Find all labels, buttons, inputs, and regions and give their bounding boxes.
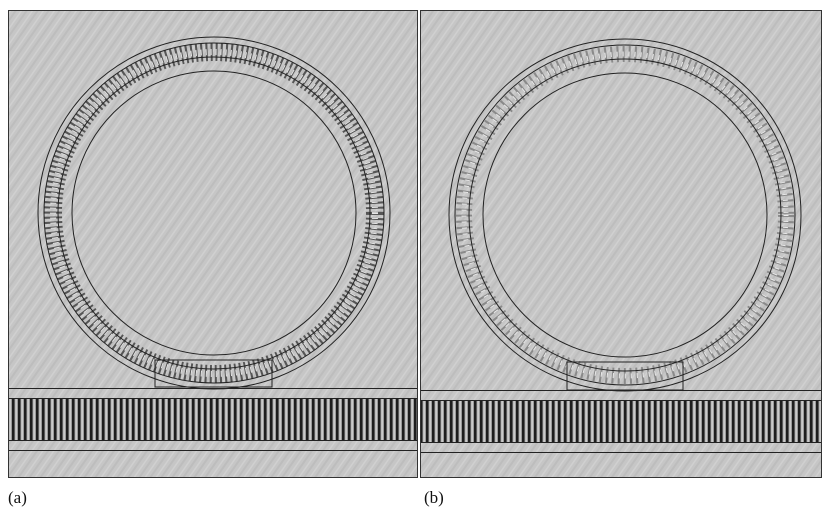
panel-label: (b)	[424, 488, 444, 507]
coupler-box	[154, 359, 273, 388]
ring-outline	[43, 42, 385, 384]
panel-label: (a)	[8, 488, 27, 507]
waveguide-field	[421, 401, 821, 442]
ring-field-light	[461, 51, 789, 379]
ring-outline	[482, 72, 768, 358]
panel-a	[8, 10, 418, 478]
ring-outline	[71, 70, 357, 356]
field-background	[420, 10, 822, 478]
ring-outline	[454, 44, 796, 386]
panel-b	[420, 10, 822, 478]
ring-outline	[57, 56, 371, 370]
waveguide-field	[9, 399, 417, 440]
ring-field-light	[50, 49, 378, 377]
ring-outline	[468, 58, 782, 372]
